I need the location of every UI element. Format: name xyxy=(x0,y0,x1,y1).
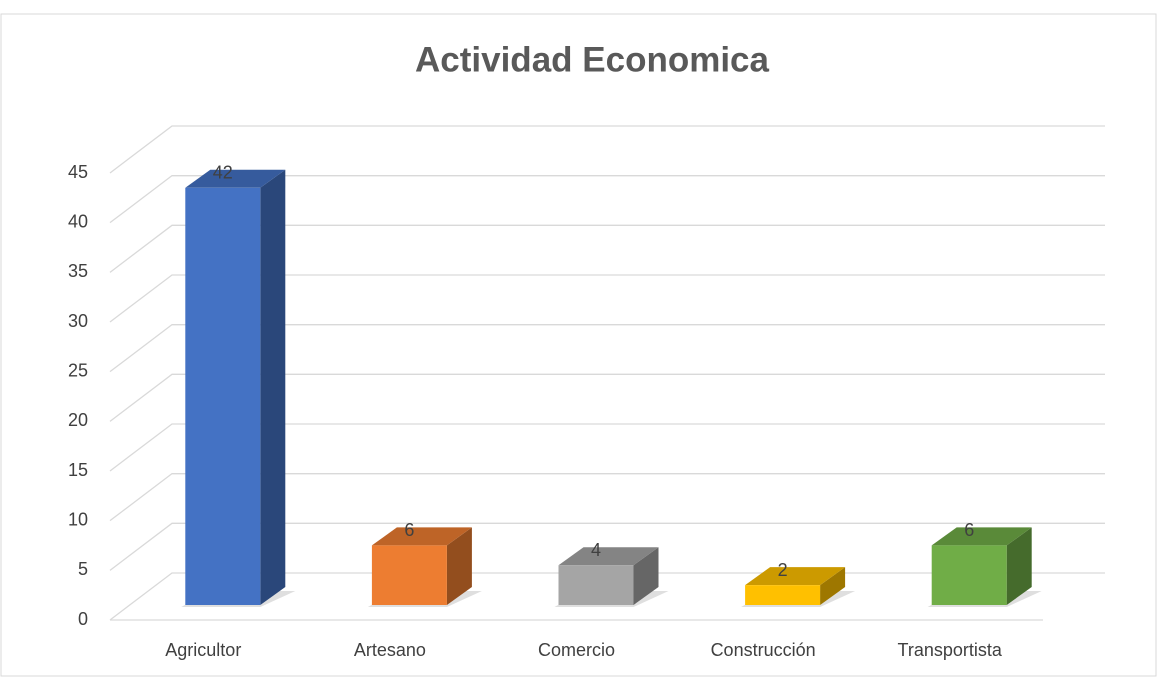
data-label: 4 xyxy=(591,540,601,560)
y-tick-label: 30 xyxy=(68,311,88,331)
bar-top xyxy=(931,527,1032,546)
data-label: 6 xyxy=(964,520,974,540)
chart-title: Actividad Economica xyxy=(415,40,770,79)
data-label: 2 xyxy=(778,560,788,580)
bar-side xyxy=(633,547,659,605)
bar-top xyxy=(745,567,846,586)
grid-line xyxy=(109,274,1105,323)
y-tick-label: 0 xyxy=(78,609,88,629)
bar-top xyxy=(558,547,659,566)
y-tick-label: 25 xyxy=(68,360,88,380)
bar xyxy=(558,565,634,605)
y-tick-label: 15 xyxy=(68,460,88,480)
y-tick-label: 40 xyxy=(68,211,88,231)
y-tick-label: 45 xyxy=(68,162,88,182)
x-tick-label: Artesano xyxy=(354,640,426,660)
grid-line xyxy=(109,175,1105,224)
bar-side xyxy=(260,169,286,606)
y-tick-label: 20 xyxy=(68,410,88,430)
bar xyxy=(371,545,447,605)
x-tick-label: Construcción xyxy=(711,640,816,660)
x-tick-label: Transportista xyxy=(898,640,1003,660)
grid-line xyxy=(109,373,1105,422)
data-label: 42 xyxy=(213,163,233,183)
bar xyxy=(185,187,261,606)
x-tick-label: Agricultor xyxy=(165,640,241,660)
bar-side xyxy=(820,567,846,605)
grid-line xyxy=(109,324,1105,373)
grid-line xyxy=(109,423,1105,472)
bar-side xyxy=(1006,527,1032,605)
bar-side xyxy=(446,527,472,605)
grid-line xyxy=(109,473,1105,522)
x-tick-label: Comercio xyxy=(538,640,615,660)
y-tick-label: 10 xyxy=(68,509,88,529)
grid-line xyxy=(109,522,1105,571)
y-tick-label: 5 xyxy=(78,559,88,579)
data-label: 6 xyxy=(404,520,414,540)
bar-top xyxy=(371,527,472,546)
grid-line xyxy=(109,125,1105,174)
y-tick-label: 35 xyxy=(68,261,88,281)
bar-top xyxy=(185,169,286,188)
bar xyxy=(931,545,1007,605)
bar xyxy=(745,585,821,605)
grid-line xyxy=(109,224,1105,273)
